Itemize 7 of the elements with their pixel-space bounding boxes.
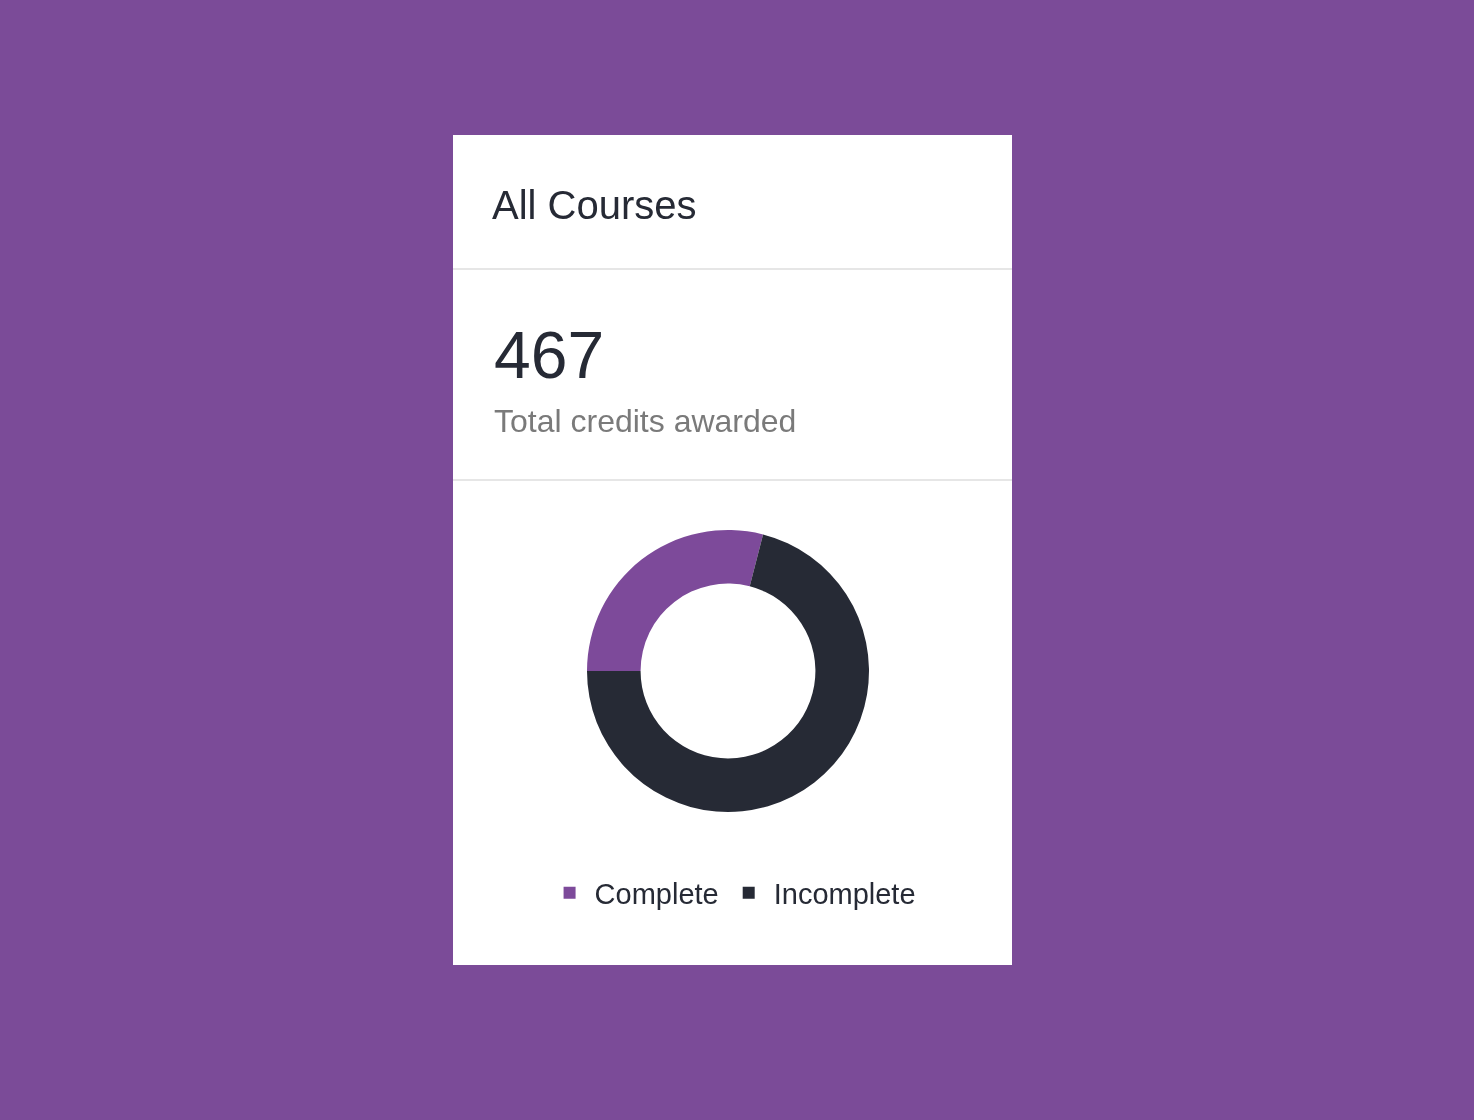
text: 467 <box>494 318 605 392</box>
chart-title: All Courses <box>492 183 697 227</box>
donut-slice <box>587 530 764 671</box>
donut-slice <box>587 534 869 812</box>
legend-label: Complete <box>594 878 719 911</box>
legend-label: Incomplete <box>773 878 916 911</box>
text: Total credits awarded <box>494 403 797 439</box>
